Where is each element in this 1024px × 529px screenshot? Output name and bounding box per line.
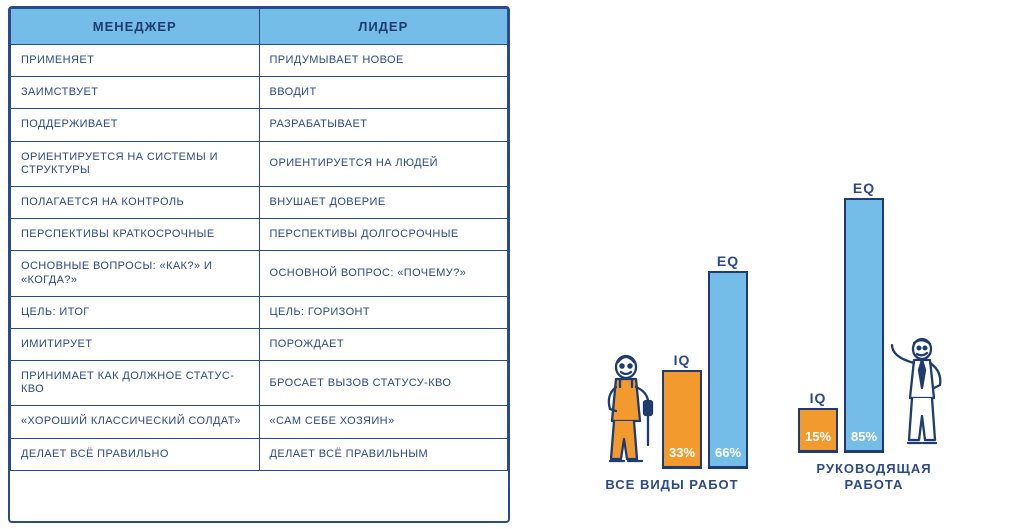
table-header-leader: ЛИДЕР <box>259 9 508 45</box>
cell-leader: ПОРОЖДАЕТ <box>259 328 508 360</box>
table-row: ЗАИМСТВУЕТВВОДИТ <box>11 77 508 109</box>
bar-percent: 85% <box>851 429 877 450</box>
bar-label: IQ <box>664 352 700 368</box>
manager-figure-icon <box>890 333 950 453</box>
bar-iq: IQ33% <box>662 370 702 469</box>
cell-leader: ПРИДУМЫВАЕТ НОВОЕ <box>259 45 508 77</box>
cell-leader: ОСНОВНОЙ ВОПРОС: «ПОЧЕМУ?» <box>259 251 508 296</box>
cell-manager: ПЕРСПЕКТИВЫ КРАТКОСРОЧНЫЕ <box>11 219 260 251</box>
bar-label: IQ <box>800 390 836 406</box>
table-row: ПЕРСПЕКТИВЫ КРАТКОСРОЧНЫЕПЕРСПЕКТИВЫ ДОЛ… <box>11 219 508 251</box>
cell-leader: БРОСАЕТ ВЫЗОВ СТАТУСУ-КВО <box>259 361 508 406</box>
cell-manager: ПОДДЕРЖИВАЕТ <box>11 109 260 141</box>
cell-manager: ОСНОВНЫЕ ВОПРОСЫ: «КАК?» И «КОГДА?» <box>11 251 260 296</box>
chart-group: IQ33%EQ66%ВСЕ ВИДЫ РАБОТ <box>596 271 748 493</box>
cell-leader: ВНУШАЕТ ДОВЕРИЕ <box>259 186 508 218</box>
table-row: ПОЛАГАЕТСЯ НА КОНТРОЛЬВНУШАЕТ ДОВЕРИЕ <box>11 186 508 218</box>
cell-leader: РАЗРАБАТЫВАЕТ <box>259 109 508 141</box>
cell-leader: «САМ СЕБЕ ХОЗЯИН» <box>259 406 508 438</box>
cell-manager: ИМИТИРУЕТ <box>11 328 260 360</box>
cell-manager: ПРИНИМАЕТ КАК ДОЛЖНОЕ СТАТУС-КВО <box>11 361 260 406</box>
bar-iq: IQ15% <box>798 408 838 453</box>
chart-group: IQ15%EQ85% РУКОВОДЯЩАЯ РАБОТА <box>798 198 950 494</box>
table-row: ЦЕЛЬ: ИТОГЦЕЛЬ: ГОРИЗОНТ <box>11 296 508 328</box>
table-row: ОСНОВНЫЕ ВОПРОСЫ: «КАК?» И «КОГДА?»ОСНОВ… <box>11 251 508 296</box>
bar-label: EQ <box>846 180 882 196</box>
table-row: ИМИТИРУЕТПОРОЖДАЕТ <box>11 328 508 360</box>
cell-leader: ОРИЕНТИРУЕТСЯ НА ЛЮДЕЙ <box>259 141 508 186</box>
bar-percent: 66% <box>715 445 741 466</box>
table-row: ОРИЕНТИРУЕТСЯ НА СИСТЕМЫ И СТРУКТУРЫОРИЕ… <box>11 141 508 186</box>
cell-manager: ПРИМЕНЯЕТ <box>11 45 260 77</box>
bars-row: IQ15%EQ85% <box>798 198 950 453</box>
bar-percent: 33% <box>669 445 695 466</box>
charts-area: IQ33%EQ66%ВСЕ ВИДЫ РАБОТIQ15%EQ85% РУКОВ… <box>530 6 1016 523</box>
cell-manager: ОРИЕНТИРУЕТСЯ НА СИСТЕМЫ И СТРУКТУРЫ <box>11 141 260 186</box>
bar-eq: EQ66% <box>708 271 748 469</box>
chart-caption: ВСЕ ВИДЫ РАБОТ <box>605 477 738 493</box>
comparison-table-wrap: МЕНЕДЖЕР ЛИДЕР ПРИМЕНЯЕТПРИДУМЫВАЕТ НОВО… <box>8 6 510 523</box>
cell-manager: ЗАИМСТВУЕТ <box>11 77 260 109</box>
cell-leader: ВВОДИТ <box>259 77 508 109</box>
cell-leader: ДЕЛАЕТ ВСЁ ПРАВИЛЬНЫМ <box>259 438 508 470</box>
table-row: ПРИМЕНЯЕТПРИДУМЫВАЕТ НОВОЕ <box>11 45 508 77</box>
bar-label: EQ <box>710 253 746 269</box>
bar-eq: EQ85% <box>844 198 884 453</box>
table-row: ДЕЛАЕТ ВСЁ ПРАВИЛЬНОДЕЛАЕТ ВСЁ ПРАВИЛЬНЫ… <box>11 438 508 470</box>
table-row: ПРИНИМАЕТ КАК ДОЛЖНОЕ СТАТУС-КВОБРОСАЕТ … <box>11 361 508 406</box>
worker-figure-icon <box>596 349 656 469</box>
cell-leader: ЦЕЛЬ: ГОРИЗОНТ <box>259 296 508 328</box>
comparison-table: МЕНЕДЖЕР ЛИДЕР ПРИМЕНЯЕТПРИДУМЫВАЕТ НОВО… <box>10 8 508 471</box>
table-header-manager: МЕНЕДЖЕР <box>11 9 260 45</box>
table-row: ПОДДЕРЖИВАЕТРАЗРАБАТЫВАЕТ <box>11 109 508 141</box>
cell-manager: ЦЕЛЬ: ИТОГ <box>11 296 260 328</box>
bars-row: IQ33%EQ66% <box>596 271 748 469</box>
cell-leader: ПЕРСПЕКТИВЫ ДОЛГОСРОЧНЫЕ <box>259 219 508 251</box>
table-row: «ХОРОШИЙ КЛАССИЧЕСКИЙ СОЛДАТ»«САМ СЕБЕ Х… <box>11 406 508 438</box>
cell-manager: ДЕЛАЕТ ВСЁ ПРАВИЛЬНО <box>11 438 260 470</box>
cell-manager: «ХОРОШИЙ КЛАССИЧЕСКИЙ СОЛДАТ» <box>11 406 260 438</box>
chart-caption: РУКОВОДЯЩАЯ РАБОТА <box>804 461 944 494</box>
cell-manager: ПОЛАГАЕТСЯ НА КОНТРОЛЬ <box>11 186 260 218</box>
bar-percent: 15% <box>805 429 831 450</box>
